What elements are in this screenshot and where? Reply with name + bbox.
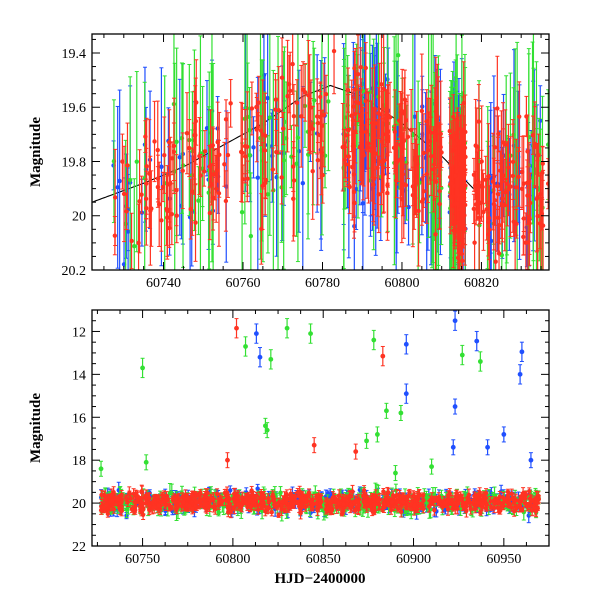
outlier-point (429, 459, 434, 474)
y-tick-label: 20 (72, 497, 86, 512)
data-point (519, 496, 523, 500)
outlier-point (234, 319, 239, 338)
outlier-point (474, 331, 479, 350)
top-plot-area (92, 0, 550, 351)
y-tick-label: 19.4 (62, 47, 87, 62)
outlier-point (529, 453, 534, 468)
outlier-point (353, 444, 358, 459)
data-point (132, 179, 136, 314)
data-point (326, 32, 330, 170)
x-tick-label: 60750 (125, 552, 160, 567)
series-green (112, 0, 551, 343)
data-point (332, 8, 336, 93)
outlier-point (144, 455, 149, 470)
outlier-point (371, 330, 376, 349)
outlier-point (384, 403, 389, 418)
outlier-point (453, 311, 458, 330)
outlier-point (398, 405, 403, 420)
outlier-point (404, 384, 409, 403)
y-tick-label: 22 (72, 540, 86, 555)
outlier-point (404, 335, 409, 354)
x-tick-label: 60780 (305, 276, 340, 291)
data-point (104, 503, 108, 507)
x-tick-label: 60820 (464, 276, 499, 291)
bottom-panel: 60750 60800 60850 60900 60950 12 14 16 18 20 22 Ma… (28, 310, 549, 587)
data-point (172, 98, 176, 193)
outlier-point (312, 438, 317, 453)
data-point (185, 93, 189, 174)
outlier-point (520, 342, 525, 361)
outlier-point (308, 324, 313, 343)
y-tick-label: 14 (72, 368, 86, 383)
y-tick-label: 18 (72, 454, 86, 469)
bottom-y-axis-label: Magnitude (28, 393, 44, 463)
x-tick-label: 60900 (396, 552, 431, 567)
outlier-point (460, 345, 465, 364)
y-tick-label: 12 (72, 325, 86, 340)
outlier-point (99, 461, 104, 476)
top-y-axis-label: Magnitude (28, 117, 44, 187)
y-tick-label: 16 (72, 411, 86, 426)
outlier-point (478, 352, 483, 371)
outlier-point (375, 427, 380, 442)
outlier-point (393, 466, 398, 481)
outlier-point (380, 346, 385, 365)
bottom-axis-ticks: 60750 60800 60850 60900 60950 12 14 16 18 20 22 (72, 310, 549, 567)
outlier-point (268, 350, 273, 369)
outlier-point (485, 440, 490, 455)
bottom-x-axis-label: HJD−2400000 (274, 571, 365, 587)
y-tick-label: 20.2 (62, 264, 87, 279)
outlier-point (501, 427, 506, 442)
outlier-points (99, 311, 534, 480)
data-point (228, 80, 232, 128)
x-tick-label: 60850 (306, 552, 341, 567)
outlier-point (518, 365, 523, 384)
data-point (546, 159, 550, 209)
series-red (113, 8, 551, 321)
data-point (278, 487, 282, 499)
outlier-point (285, 319, 290, 338)
y-tick-label: 19.8 (62, 155, 87, 170)
outlier-point (258, 348, 263, 367)
outlier-point (243, 337, 248, 356)
outlier-point (451, 440, 456, 455)
outlier-point (254, 324, 259, 343)
x-tick-label: 60950 (486, 552, 521, 567)
x-tick-label: 60760 (226, 276, 261, 291)
outlier-point (140, 358, 145, 377)
x-tick-label: 60800 (215, 552, 250, 567)
y-tick-label: 19.6 (62, 101, 87, 116)
y-tick-label: 20 (72, 210, 86, 225)
x-tick-label: 60800 (384, 276, 419, 291)
data-point (464, 503, 468, 507)
outlier-point (225, 453, 230, 468)
bottom-plot-area (99, 311, 541, 523)
data-point (187, 120, 191, 177)
outlier-point (453, 399, 458, 414)
top-panel: 60740 60760 60780 60800 60820 19.4 19.6 19.8 20 2… (28, 0, 550, 351)
data-point (152, 101, 156, 181)
x-tick-label: 60740 (146, 276, 181, 291)
data-point (156, 495, 160, 499)
outlier-point (364, 433, 369, 448)
